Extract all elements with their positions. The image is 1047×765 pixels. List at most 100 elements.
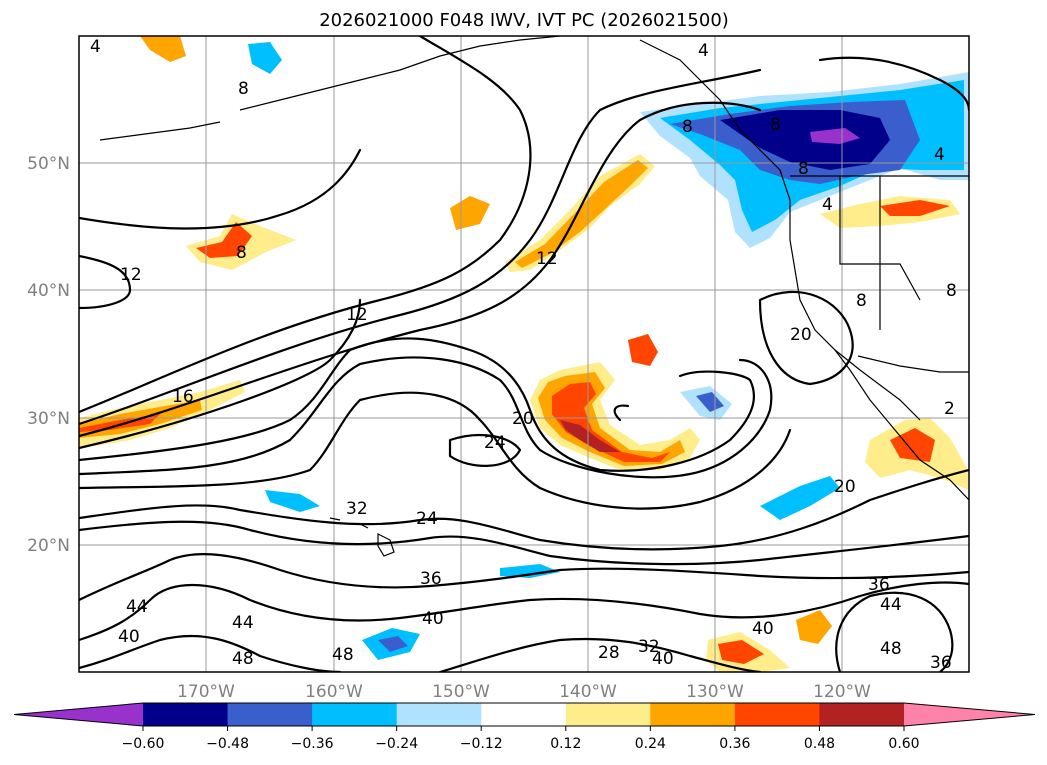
lon-label: 130°W: [686, 682, 744, 702]
contour-label: 36: [930, 653, 952, 673]
field-pos-red-hook: [552, 382, 670, 462]
lon-label: 150°W: [432, 682, 490, 702]
field-pos-nw-corner: [140, 36, 186, 62]
contour-label: 48: [880, 639, 902, 659]
coastline-aleutians: [99, 121, 221, 141]
field-pos-ne-streak-inner: [880, 200, 950, 216]
field-pos-streak-inner: [515, 160, 648, 268]
field-pos-bottom-south-inner: [718, 640, 764, 664]
contour-label: 12: [346, 305, 368, 325]
contour-label: 4: [934, 145, 945, 165]
contour-label: 44: [880, 595, 902, 615]
contour-line: [79, 101, 762, 438]
field-neg-mid-sub-inner: [696, 392, 724, 412]
contour-label: 12: [536, 249, 558, 269]
field-pos-darkred-hook: [560, 420, 620, 452]
contour-label: 8: [770, 115, 781, 135]
colorbar-tick-label: −0.12: [460, 736, 503, 752]
lon-label: 140°W: [559, 682, 617, 702]
colorbar-segment: [396, 703, 482, 726]
border-us-mexico: [857, 355, 969, 373]
contour-line: [835, 591, 954, 672]
contour-label: 2: [944, 399, 955, 419]
contour-label: 24: [484, 433, 506, 453]
colorbar-segment: [143, 703, 229, 726]
contour-label: 40: [652, 649, 674, 669]
colorbar-tick-label: −0.24: [375, 736, 418, 752]
contour-line: [79, 337, 755, 472]
lon-label: 170°W: [177, 682, 235, 702]
colorbar-tick-label: 0.48: [804, 736, 835, 752]
contour-line: [79, 553, 969, 602]
chart-title: 2026021000 F048 IWV, IVT PC (2026021500): [319, 10, 729, 31]
colorbar-tick-label: −0.36: [291, 736, 334, 752]
contour-label: 20: [834, 477, 856, 497]
border-states: [839, 176, 921, 330]
lon-label: 160°W: [305, 682, 363, 702]
contour-label: 32: [638, 637, 660, 657]
colorbar: −0.60 −0.48 −0.36 −0.24 −0.12 0.12 0.24 0.36 0.4…: [13, 702, 1036, 752]
contour-line: [613, 404, 630, 422]
colorbar-tick-label: −0.48: [206, 736, 249, 752]
colorbar-segment: [312, 703, 398, 726]
shaded-fields: [79, 36, 969, 672]
field-pos-mid2: [628, 334, 658, 366]
coastline-bc: [639, 39, 791, 201]
colorbar-segment: [650, 703, 736, 726]
contour-label: 8: [946, 281, 957, 301]
lat-label: 30°N: [27, 409, 70, 429]
contour-label: 20: [790, 325, 812, 345]
contour-label: 40: [118, 627, 140, 647]
contour-line: [79, 391, 792, 510]
contour-label: 4: [698, 41, 709, 61]
contour-label: 24: [416, 509, 438, 529]
latitude-labels: 20°N 30°N 40°N 50°N: [27, 154, 70, 556]
field-neg-bottom-left-inner: [378, 636, 408, 652]
contour-line: [438, 637, 762, 672]
colorbar-segment: [227, 703, 313, 726]
field-pos-mid: [450, 196, 490, 230]
contour-line: [79, 148, 362, 230]
contour-line: [79, 298, 362, 450]
contour-line: [79, 36, 532, 414]
field-neg-nw-blob: [248, 42, 282, 74]
contour-label: 8: [236, 243, 247, 263]
coastline-west-us: [789, 200, 921, 421]
field-pos-bottom-right: [796, 610, 832, 644]
field-neg-east-sub: [760, 476, 840, 520]
field-pos-blob-160w-inner: [196, 222, 252, 258]
contour-label: 20: [512, 409, 534, 429]
contour-label: 28: [598, 643, 620, 663]
contour-line: [79, 581, 969, 642]
longitude-labels: 170°W 160°W 150°W 140°W 130°W 120°W: [177, 682, 871, 702]
colorbar-segment: [481, 703, 567, 726]
contours: [79, 36, 969, 672]
lat-label: 20°N: [27, 536, 70, 556]
colorbar-tick-label: 0.36: [719, 736, 750, 752]
contour-line: [79, 468, 969, 551]
contour-line: [818, 56, 969, 112]
coastline-alaska: [239, 36, 561, 111]
colorbar-tick-label: −0.60: [122, 736, 165, 752]
contour-line: [448, 433, 522, 467]
field-neg-navy-ne: [720, 110, 890, 170]
map-frame: [78, 35, 970, 673]
field-pos-se-mexico-inner: [890, 428, 935, 462]
contour-label: 48: [332, 645, 354, 665]
colorbar-extend-high: [904, 703, 1035, 726]
contour-label: 48: [232, 649, 254, 669]
contour-label: 36: [868, 575, 890, 595]
contour-label: 8: [798, 159, 809, 179]
colorbar-segment: [819, 703, 905, 726]
contour-label: 8: [238, 79, 249, 99]
contour-line: [79, 254, 132, 310]
contour-label: 40: [752, 619, 774, 639]
contour-line: [79, 68, 762, 426]
contour-label: 40: [422, 609, 444, 629]
contour-label: 32: [346, 499, 368, 519]
field-neg-hawaii: [265, 490, 320, 512]
lat-label: 40°N: [27, 281, 70, 301]
lon-label: 120°W: [813, 682, 871, 702]
colorbar-tick-label: 0.24: [635, 736, 666, 752]
